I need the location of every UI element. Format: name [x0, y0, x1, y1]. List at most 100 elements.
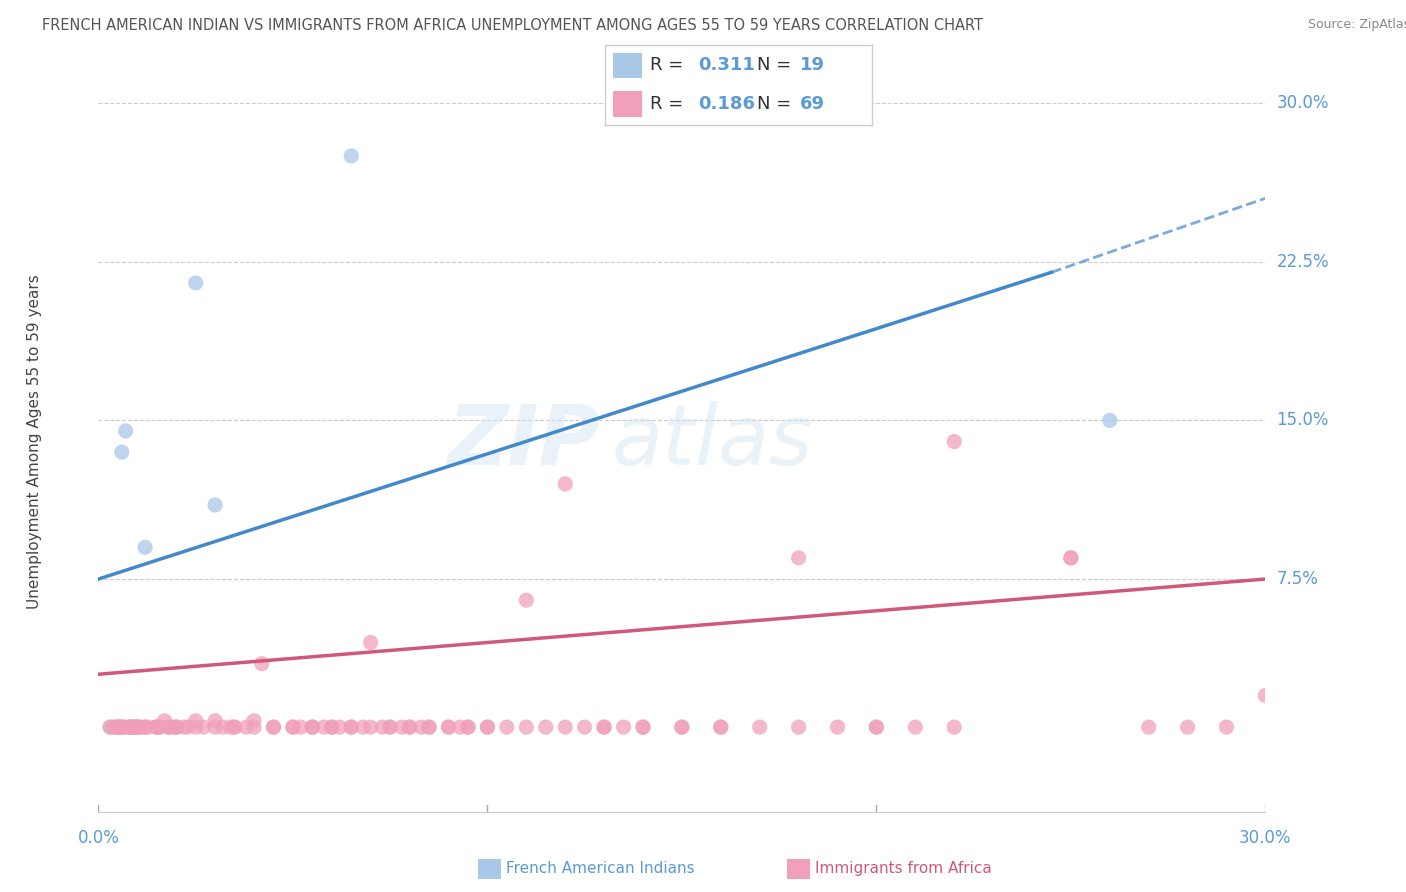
Point: [127, 720, 149, 734]
Point: [943, 720, 966, 734]
Point: [378, 720, 402, 734]
Text: R =: R =: [650, 95, 689, 113]
Point: [111, 720, 134, 734]
Point: [107, 720, 129, 734]
Point: [1137, 720, 1160, 734]
Text: FRENCH AMERICAN INDIAN VS IMMIGRANTS FROM AFRICA UNEMPLOYMENT AMONG AGES 55 TO 5: FRENCH AMERICAN INDIAN VS IMMIGRANTS FRO…: [42, 18, 983, 33]
Point: [301, 720, 323, 734]
Point: [457, 720, 479, 734]
Point: [301, 720, 323, 734]
Point: [107, 720, 129, 734]
Point: [1177, 720, 1199, 734]
Point: [122, 720, 145, 734]
Text: 69: 69: [800, 95, 824, 113]
Point: [457, 720, 479, 734]
Point: [437, 720, 460, 734]
Point: [290, 720, 312, 734]
Point: [122, 720, 145, 734]
Point: [235, 720, 257, 734]
Point: [204, 720, 226, 734]
Point: [204, 714, 226, 728]
Point: [134, 720, 156, 734]
Text: 30.0%: 30.0%: [1277, 94, 1329, 112]
Point: [107, 720, 129, 734]
Point: [193, 720, 215, 734]
Point: [118, 720, 141, 734]
Text: N =: N =: [756, 56, 797, 74]
Point: [398, 720, 420, 734]
Point: [184, 720, 207, 734]
Point: [515, 720, 537, 734]
Point: [127, 720, 149, 734]
Point: [865, 720, 887, 734]
Point: [162, 720, 184, 734]
Point: [122, 720, 145, 734]
Point: [865, 720, 887, 734]
Point: [129, 720, 152, 734]
Point: [378, 720, 402, 734]
Point: [98, 720, 121, 734]
Point: [1098, 413, 1121, 427]
Point: [477, 720, 499, 734]
Point: [250, 657, 273, 671]
Point: [146, 720, 169, 734]
Point: [371, 720, 394, 734]
Point: [904, 720, 927, 734]
Point: [127, 720, 149, 734]
Point: [515, 593, 537, 607]
Point: [340, 149, 363, 163]
Point: [134, 720, 156, 734]
Point: [321, 720, 343, 734]
Point: [301, 720, 323, 734]
Point: [165, 720, 187, 734]
Point: [212, 720, 235, 734]
Point: [103, 720, 125, 734]
Point: [1060, 550, 1083, 565]
Point: [340, 720, 363, 734]
Point: [111, 720, 134, 734]
Point: [127, 720, 149, 734]
Point: [281, 720, 304, 734]
Text: French American Indians: French American Indians: [506, 862, 695, 876]
Point: [787, 550, 810, 565]
Point: [534, 720, 557, 734]
Text: 0.0%: 0.0%: [77, 829, 120, 847]
Point: [111, 720, 134, 734]
Text: atlas: atlas: [612, 401, 814, 482]
Bar: [613, 91, 643, 117]
Point: [418, 720, 440, 734]
Point: [671, 720, 693, 734]
Text: 15.0%: 15.0%: [1277, 411, 1329, 429]
Point: [111, 720, 134, 734]
Point: [281, 720, 304, 734]
Text: 7.5%: 7.5%: [1277, 570, 1319, 588]
Point: [710, 720, 733, 734]
Point: [149, 720, 172, 734]
Bar: [613, 53, 643, 78]
Point: [593, 720, 616, 734]
Point: [138, 720, 160, 734]
Text: 0.186: 0.186: [699, 95, 755, 113]
Text: Immigrants from Africa: Immigrants from Africa: [815, 862, 993, 876]
Point: [107, 720, 129, 734]
Point: [495, 720, 517, 734]
Point: [165, 720, 187, 734]
Point: [114, 424, 136, 438]
Point: [103, 720, 125, 734]
Point: [574, 720, 596, 734]
Point: [360, 720, 382, 734]
Point: [748, 720, 770, 734]
Text: R =: R =: [650, 56, 689, 74]
Point: [554, 720, 576, 734]
Point: [1215, 720, 1237, 734]
Point: [184, 276, 207, 290]
Point: [243, 720, 266, 734]
Point: [477, 720, 499, 734]
Text: 22.5%: 22.5%: [1277, 252, 1329, 271]
Point: [118, 720, 141, 734]
Point: [184, 714, 207, 728]
Text: 30.0%: 30.0%: [1239, 829, 1292, 847]
Point: [1254, 689, 1277, 703]
Point: [360, 635, 382, 649]
Point: [114, 720, 136, 734]
